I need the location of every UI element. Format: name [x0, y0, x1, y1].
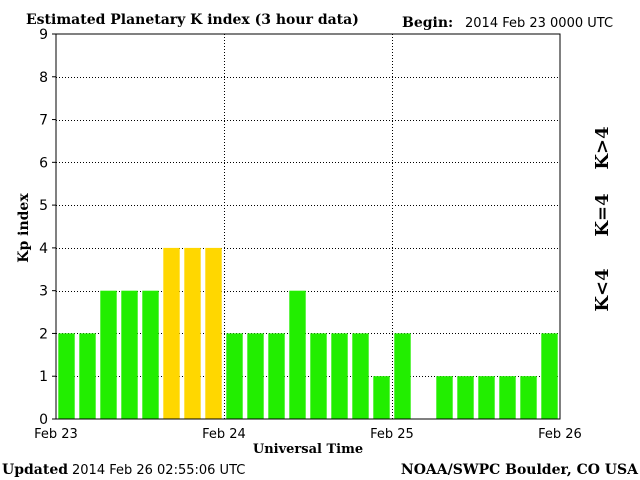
kp-bar — [247, 333, 264, 419]
kp-bar — [58, 333, 75, 419]
y-tick-labels: 0 1 2 3 4 5 6 7 8 9 — [39, 27, 56, 428]
kp-bar — [184, 247, 201, 419]
x-axis-label: Universal Time — [253, 442, 363, 457]
y-tick-label: 4 — [39, 241, 48, 257]
kp-bar — [226, 333, 243, 419]
chart-title: Estimated Planetary K index (3 hour data… — [26, 12, 359, 28]
y-tick-label: 9 — [39, 27, 48, 43]
y-tick-label: 2 — [39, 326, 48, 342]
kp-bar — [331, 333, 348, 419]
legend-k-greater-4: K>4 — [592, 126, 613, 169]
y-tick-label: 1 — [39, 369, 48, 385]
kp-bar — [499, 376, 516, 419]
kp-bar — [163, 247, 180, 419]
kp-bar — [352, 333, 369, 419]
kp-bar — [373, 376, 390, 419]
kp-bar — [100, 290, 117, 419]
begin-value: 2014 Feb 23 0000 UTC — [465, 16, 613, 31]
kp-bar — [79, 333, 96, 419]
updated-value: 2014 Feb 26 02:55:06 UTC — [72, 463, 245, 478]
y-tick-label: 3 — [39, 284, 48, 300]
x-tick-labels: Feb 23 Feb 24 Feb 25 Feb 26 — [34, 427, 582, 442]
kp-bar — [289, 290, 306, 419]
y-tick-label: 5 — [39, 198, 48, 214]
x-tick-label: Feb 24 — [202, 427, 246, 442]
y-tick-label: 0 — [39, 412, 48, 428]
x-tick-label: Feb 23 — [34, 427, 78, 442]
kp-bar — [394, 333, 411, 419]
begin-label: Begin: — [402, 15, 453, 31]
kp-bar — [205, 247, 222, 419]
y-tick-label: 8 — [39, 70, 48, 86]
source-credit: NOAA/SWPC Boulder, CO USA — [401, 462, 639, 478]
x-tick-label: Feb 26 — [538, 427, 582, 442]
kp-bar — [121, 290, 138, 419]
kp-bar — [541, 333, 558, 419]
kp-bar — [310, 333, 327, 419]
kp-bar — [142, 290, 159, 419]
grid-layer — [56, 34, 560, 419]
updated-label: Updated — [2, 462, 68, 478]
x-tick-label: Feb 25 — [370, 427, 414, 442]
y-tick-label: 6 — [39, 155, 48, 171]
kp-bar — [268, 333, 285, 419]
legend-k-equal-4: K=4 — [592, 193, 613, 236]
legend-k-less-4: K<4 — [592, 268, 613, 311]
y-axis-label: Kp index — [16, 193, 32, 263]
kp-bar — [436, 376, 453, 419]
kp-bar — [520, 376, 537, 419]
kp-bar — [478, 376, 495, 419]
y-tick-label: 7 — [39, 113, 48, 129]
plot-frame — [55, 33, 561, 420]
kp-bar — [457, 376, 474, 419]
bars-layer — [58, 247, 558, 419]
